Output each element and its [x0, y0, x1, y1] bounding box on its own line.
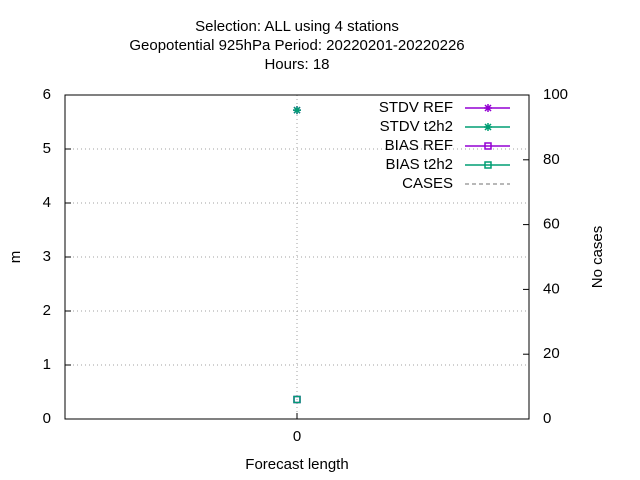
chart-title: Hours: 18 — [264, 56, 329, 73]
legend-label: BIAS t2h2 — [385, 156, 453, 173]
y-tick-label: 1 — [43, 356, 51, 373]
y-tick-label: 2 — [43, 302, 51, 319]
legend-label: STDV REF — [379, 99, 453, 116]
y-tick-label: 4 — [43, 194, 51, 211]
data-point — [293, 106, 301, 115]
legend-label: CASES — [402, 175, 453, 192]
legend-marker — [484, 104, 492, 112]
plot-border — [64, 94, 530, 420]
y2-tick-label: 100 — [543, 86, 568, 103]
y2-tick-label: 20 — [543, 345, 560, 362]
y2-tick-label: 40 — [543, 280, 560, 297]
y-tick-label: 3 — [43, 248, 51, 265]
data-point — [293, 395, 301, 404]
legend-label: STDV t2h2 — [380, 118, 453, 135]
y2-tick-label: 0 — [543, 410, 551, 427]
y-tick-label: 6 — [43, 86, 51, 103]
legend-label: BIAS REF — [385, 137, 453, 154]
x-tick-label: 0 — [293, 428, 301, 445]
legend-marker — [484, 142, 492, 150]
chart-title: Selection: ALL using 4 stations — [195, 18, 399, 35]
legend-marker — [484, 161, 492, 169]
y2-tick-label: 60 — [543, 216, 560, 233]
chart-title: Geopotential 925hPa Period: 20220201-202… — [129, 37, 464, 54]
y2-tick-label: 80 — [543, 151, 560, 168]
y-axis-label: m — [7, 251, 24, 264]
x-axis-label: Forecast length — [245, 456, 348, 473]
legend-marker — [484, 123, 492, 131]
y-tick-label: 0 — [43, 410, 51, 427]
y-tick-label: 5 — [43, 140, 51, 157]
y2-axis-label: No cases — [589, 226, 606, 289]
